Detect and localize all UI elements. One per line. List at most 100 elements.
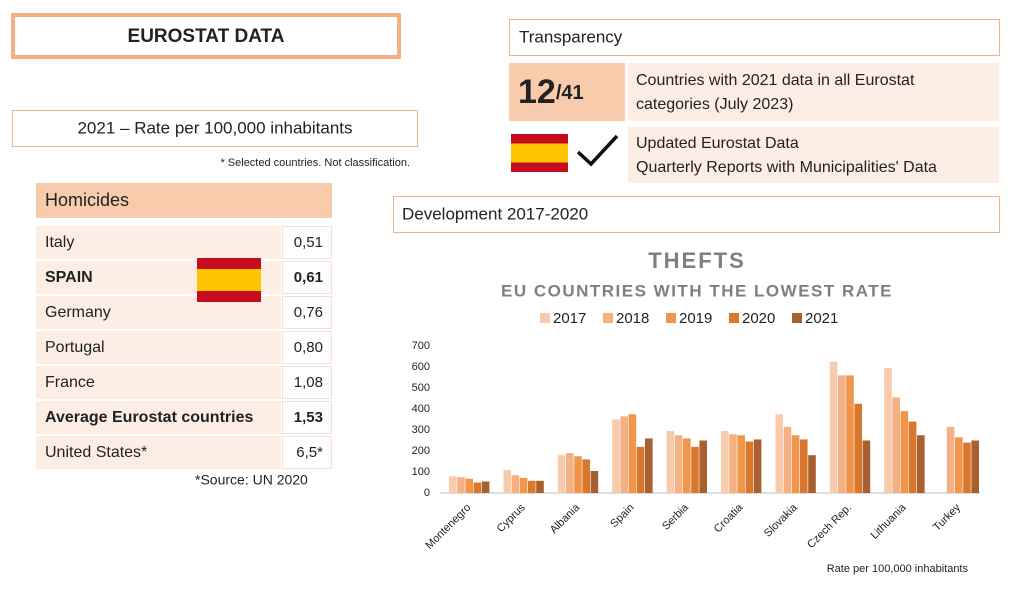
bar (963, 442, 971, 493)
legend-swatch (540, 313, 550, 323)
row-label-cell (36, 331, 281, 364)
homicides-title: Homicides (45, 190, 129, 210)
bar (566, 453, 574, 493)
chart: THEFTS EU COUNTRIES WITH THE LOWEST RATE… (412, 248, 980, 575)
x-tick-label: Croatia (712, 501, 746, 535)
y-tick-label: 600 (412, 361, 430, 373)
homicides-header (36, 183, 332, 218)
spain-flag (511, 134, 568, 172)
legend-swatch (666, 313, 676, 323)
bar (511, 475, 520, 493)
header-box (11, 13, 401, 59)
bar (628, 414, 637, 493)
bar (854, 403, 862, 493)
header-title: EUROSTAT DATA (128, 26, 285, 47)
spain-flag (197, 258, 261, 302)
development-box (393, 196, 1000, 233)
rate-title: 2021 – Rate per 100,000 inhabitants (77, 118, 352, 137)
row-label: Italy (45, 234, 74, 251)
bar (636, 446, 645, 493)
row-label-cell (36, 436, 281, 469)
score: 12/41 (518, 73, 584, 111)
row-value: 0,51 (294, 234, 323, 251)
row-label-cell (36, 366, 281, 399)
legend-label: 2020 (742, 310, 775, 327)
x-tick-label: Cyprus (495, 501, 528, 534)
bar (557, 455, 566, 493)
y-tick-label: 300 (412, 424, 430, 436)
bar (900, 411, 909, 493)
bar (838, 375, 846, 493)
chart-footnote: Rate per 100,000 inhabitants (827, 563, 969, 575)
score-text: categories (July 2023) (636, 96, 793, 113)
chart-title: THEFTS (648, 248, 746, 273)
row-value: 1,53 (294, 409, 323, 426)
bar (674, 435, 683, 493)
bar (574, 456, 582, 493)
x-tick-label: Slovakia (762, 501, 801, 540)
bar (917, 435, 925, 493)
bar (519, 477, 528, 493)
transparency-box (509, 19, 1000, 56)
row-value-cell (282, 436, 332, 469)
y-tick-label: 400 (412, 403, 430, 415)
row-label: United States* (45, 444, 147, 461)
x-tick-label: Montenegro (423, 502, 473, 552)
row-value-cell (282, 261, 332, 294)
row-value-cell (282, 366, 332, 399)
update-text: Quarterly Reports with Municipalities' D… (636, 159, 937, 176)
bar (666, 431, 675, 493)
row-label: SPAIN (45, 269, 93, 286)
legend-swatch (729, 313, 739, 323)
bar (971, 440, 979, 493)
score-box (509, 63, 625, 121)
bar (590, 470, 599, 493)
row-label-cell (36, 401, 281, 434)
homicides-table: Italy 0,51 SPAIN 0,61 Germany 0,76 Portugal 0,8… (36, 226, 332, 469)
bar (800, 439, 808, 493)
bar (892, 397, 900, 493)
legend-label: 2019 (679, 310, 712, 327)
bar (946, 426, 955, 493)
row-value-cell (282, 296, 332, 329)
bar (691, 446, 699, 493)
y-tick-label: 200 (412, 445, 430, 457)
bar (683, 438, 691, 493)
bar (645, 438, 653, 493)
update-text-box (628, 127, 999, 183)
bar (745, 441, 754, 493)
legend-label: 2018 (616, 310, 649, 327)
bar (753, 439, 762, 493)
legend-swatch (792, 313, 802, 323)
bar (737, 435, 745, 493)
row-value: 0,61 (294, 269, 323, 286)
y-tick-label: 100 (412, 466, 430, 478)
row-value: 6,5* (296, 444, 323, 461)
bar (699, 440, 707, 493)
bar (457, 477, 465, 493)
x-tick-label: Albania (548, 501, 583, 536)
x-tick-label: Turkey (931, 501, 963, 533)
bar (620, 416, 628, 493)
bar (808, 455, 816, 493)
development-title: Development 2017-2020 (402, 204, 588, 223)
bar (846, 375, 854, 493)
bar (729, 434, 737, 493)
bar (862, 440, 871, 493)
row-value-cell (282, 331, 332, 364)
x-tick-label: Czech Rep. (805, 502, 854, 551)
y-tick-label: 0 (424, 487, 430, 499)
bar (465, 478, 473, 493)
bar (503, 469, 511, 493)
bar (908, 421, 917, 493)
row-label: Germany (45, 304, 111, 321)
row-value: 0,80 (294, 339, 323, 356)
homicides-source: *Source: UN 2020 (195, 472, 308, 488)
row-value-cell (282, 401, 332, 434)
bar (612, 419, 620, 493)
row-value-cell (282, 226, 332, 259)
checkmark (576, 134, 619, 167)
bar (783, 426, 792, 493)
bar (449, 476, 457, 493)
